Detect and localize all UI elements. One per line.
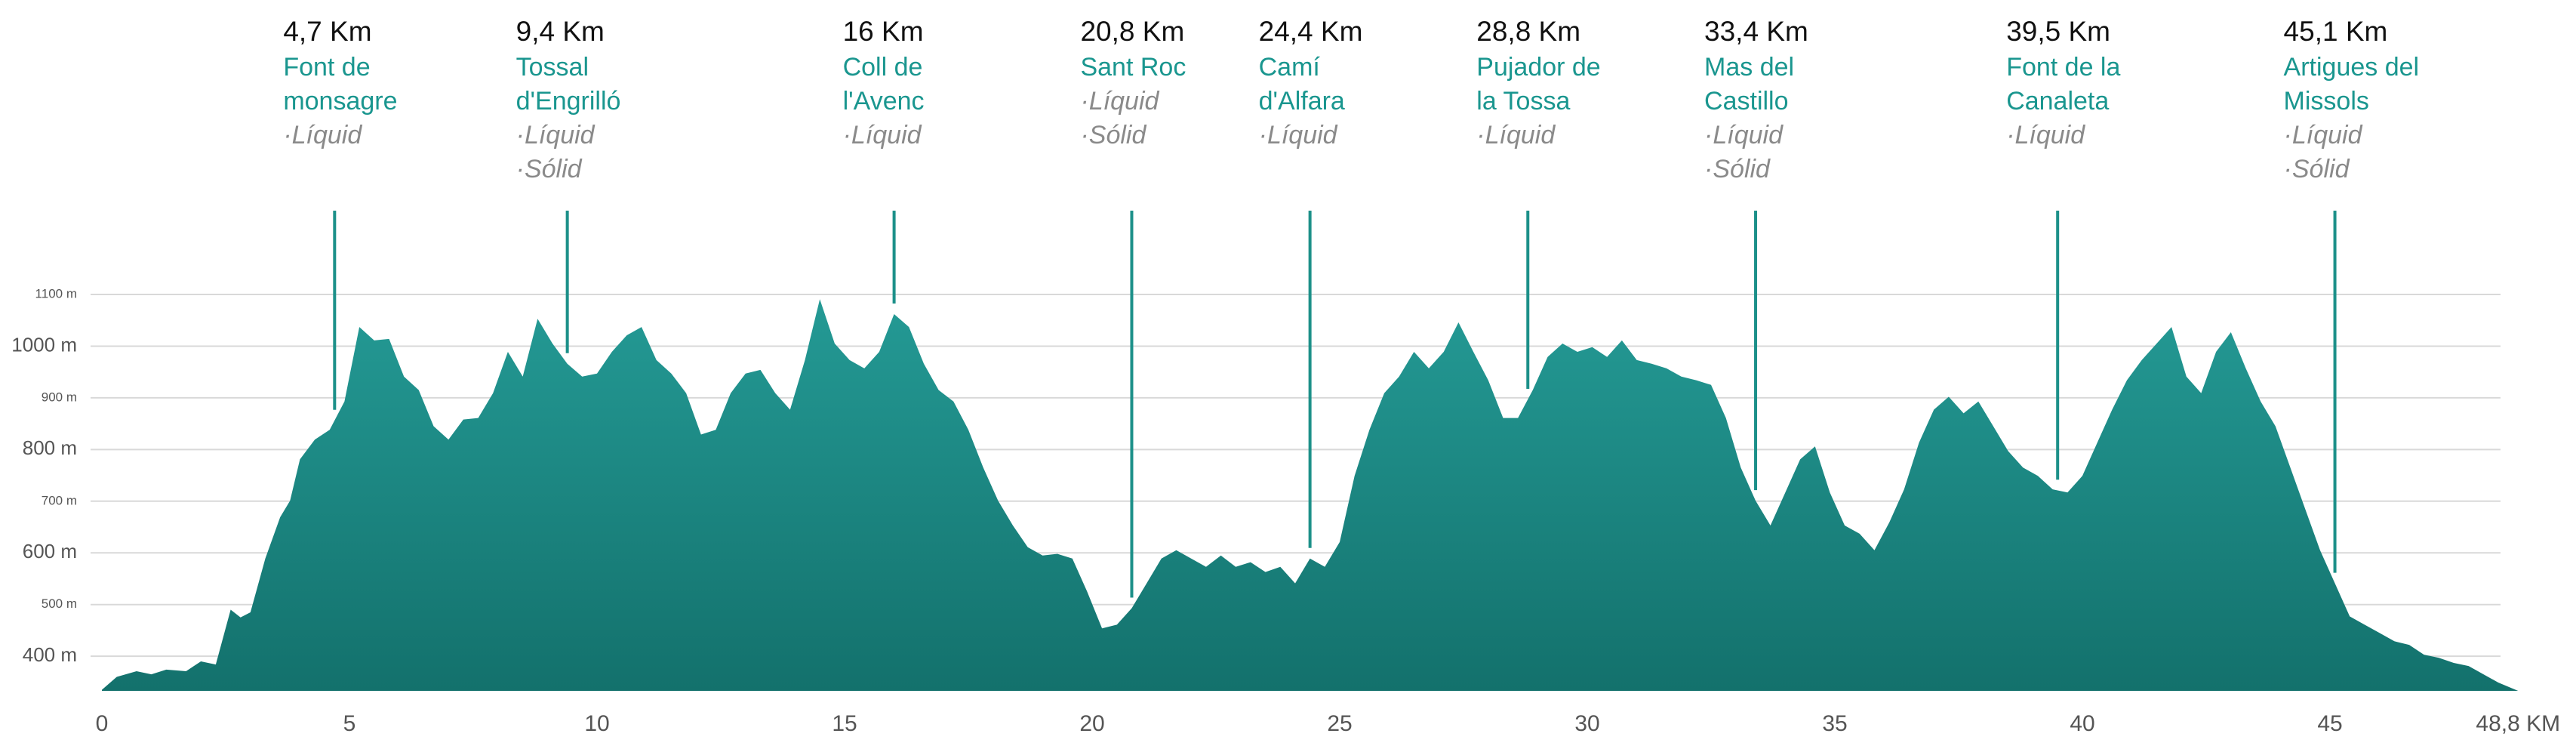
x-tick-label: 25 — [1327, 711, 1352, 736]
station-km: 9,4 Km — [516, 16, 605, 47]
y-tick-label: 700 m — [42, 493, 77, 507]
y-tick-label: 600 m — [23, 540, 77, 562]
y-tick-label: 900 m — [42, 390, 77, 404]
station-name: Artigues del — [2284, 53, 2420, 82]
station-km: 28,8 Km — [1476, 16, 1580, 47]
station-supply: ·Líquid — [1476, 121, 1556, 149]
station-name: Pujador de — [1476, 53, 1600, 82]
y-tick-label: 1000 m — [11, 333, 77, 356]
station-name: Missols — [2284, 87, 2369, 116]
station-supply: ·Líquid — [1080, 87, 1159, 116]
x-tick-label: 30 — [1574, 711, 1599, 736]
station-name: l'Avenc — [843, 87, 925, 116]
station-km: 16 Km — [843, 16, 924, 47]
station-name: Tossal — [516, 53, 589, 82]
station-km: 24,4 Km — [1259, 16, 1363, 47]
station-km: 20,8 Km — [1080, 16, 1184, 47]
station-name: Mas del — [1704, 53, 1794, 82]
station-name: Sant Roc — [1080, 53, 1186, 82]
station-supply: ·Líquid — [516, 121, 596, 149]
station-supply: ·Líquid — [1259, 121, 1338, 149]
y-tick-label: 800 m — [23, 436, 77, 459]
x-tick-label: 48,8 KM — [2476, 711, 2560, 736]
station-supply: ·Líquid — [1704, 121, 1784, 149]
station-supply: ·Líquid — [2006, 121, 2085, 149]
station-name: la Tossa — [1476, 87, 1570, 116]
station-supply: ·Líquid — [2284, 121, 2363, 149]
station-km: 4,7 Km — [283, 16, 371, 47]
station-km: 33,4 Km — [1704, 16, 1808, 47]
station-supply: ·Sólid — [2284, 155, 2350, 183]
station-name: d'Alfara — [1259, 87, 1345, 116]
x-tick-label: 40 — [2070, 711, 2094, 736]
station-name: Font de — [283, 53, 370, 82]
station-supply: ·Sólid — [1704, 155, 1771, 183]
station-supply: ·Líquid — [843, 121, 922, 149]
x-tick-label: 35 — [1822, 711, 1847, 736]
station-name: Camí — [1259, 53, 1321, 82]
elevation-area — [102, 299, 2519, 691]
station-km: 39,5 Km — [2006, 16, 2110, 47]
station-supply: ·Sólid — [516, 155, 583, 183]
station-supply: ·Líquid — [283, 121, 362, 149]
station-name: Coll de — [843, 53, 923, 82]
x-tick-label: 20 — [1079, 711, 1104, 736]
station-km: 45,1 Km — [2284, 16, 2388, 47]
station-name: d'Engrilló — [516, 87, 621, 116]
x-tick-label: 45 — [2317, 711, 2342, 736]
station-name: Castillo — [1704, 87, 1788, 116]
y-tick-label: 400 m — [23, 643, 77, 666]
station-supply: ·Sólid — [1080, 121, 1146, 149]
x-tick-label: 0 — [96, 711, 109, 736]
x-tick-label: 5 — [343, 711, 356, 736]
x-tick-label: 10 — [584, 711, 609, 736]
station-name: Canaleta — [2006, 87, 2109, 116]
station-name: Font de la — [2006, 53, 2120, 82]
x-tick-label: 15 — [832, 711, 857, 736]
y-tick-label: 1100 m — [35, 286, 77, 300]
station-name: monsagre — [283, 87, 397, 116]
y-tick-label: 500 m — [42, 596, 77, 611]
